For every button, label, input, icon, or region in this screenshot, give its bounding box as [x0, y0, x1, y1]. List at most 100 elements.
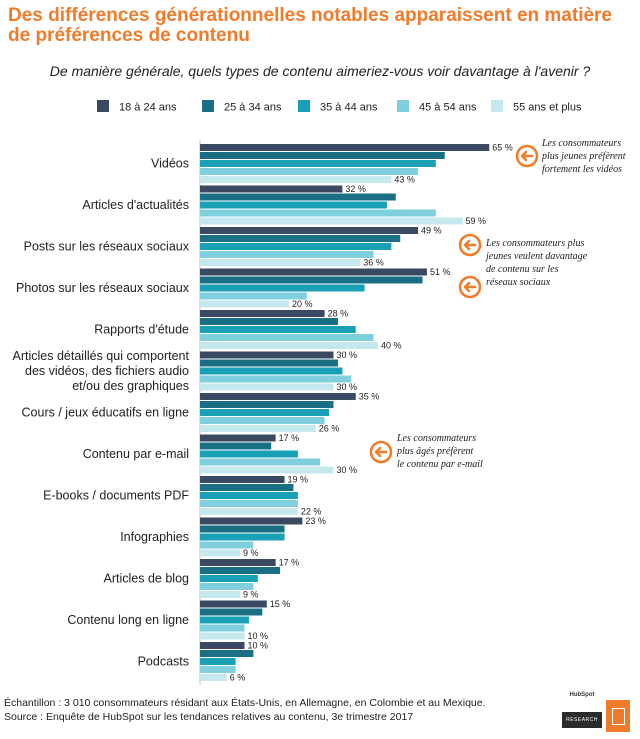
bar — [200, 268, 427, 276]
category-label: Articles d'actualités — [82, 198, 189, 212]
bar — [200, 666, 236, 673]
bar — [200, 624, 245, 632]
bar — [200, 292, 307, 300]
bar — [200, 300, 289, 308]
bar — [200, 227, 419, 234]
bar — [200, 632, 245, 640]
chart-subtitle: De manière générale, quels types de cont… — [49, 63, 591, 79]
value-label: 23 % — [305, 516, 326, 526]
bar — [200, 458, 321, 466]
bar — [200, 383, 334, 391]
value-label: 6 % — [230, 673, 246, 683]
bar — [200, 367, 343, 375]
bar — [200, 409, 330, 416]
bar — [200, 259, 361, 266]
arrow-left-icon-glyph — [463, 281, 477, 293]
bar — [200, 193, 396, 201]
category-label: Photos sur les réseaux sociaux — [16, 281, 190, 295]
value-label: 10 % — [248, 631, 269, 641]
value-label: 65 % — [492, 143, 513, 153]
legend-swatch — [202, 100, 214, 112]
bar — [200, 674, 227, 681]
category-label: Articles détaillés qui comportent des vid… — [13, 349, 190, 393]
category-label: Contenu par e-mail — [83, 447, 189, 461]
category-label: Vidéos — [151, 157, 189, 171]
category-label: Infographies — [120, 530, 189, 544]
bar — [200, 168, 419, 175]
arrow-left-icon-glyph — [520, 150, 534, 162]
value-label: 28 % — [328, 309, 349, 319]
bar — [200, 658, 236, 665]
bar — [200, 500, 298, 507]
hubspot-logo-text: HubSpot — [569, 692, 595, 698]
bar — [200, 608, 263, 616]
annotation-text: Les consommateurs plus âgés préfèrent le c… — [396, 433, 483, 470]
value-label: 20 % — [292, 299, 313, 309]
bar — [200, 284, 365, 292]
bar — [200, 160, 436, 167]
bar — [200, 600, 267, 608]
bar — [200, 642, 245, 649]
bar — [200, 401, 334, 408]
value-label: 17 % — [279, 558, 300, 568]
hubspot-research-logo: HubSpot RESEARCH — [562, 688, 602, 732]
bar — [200, 450, 298, 458]
bar — [200, 616, 249, 624]
category-label: Podcasts — [138, 655, 189, 669]
value-label: 22 % — [301, 507, 322, 517]
legend-swatch — [298, 100, 310, 112]
category-label: Rapports d'étude — [94, 323, 189, 337]
bar — [200, 217, 463, 225]
bar — [200, 549, 241, 557]
bar — [200, 559, 276, 566]
value-label: 15 % — [270, 599, 291, 609]
arrow-left-icon-glyph — [374, 446, 388, 458]
bar — [200, 342, 378, 349]
bar — [200, 351, 334, 359]
value-label: 9 % — [243, 548, 259, 558]
bar — [200, 575, 258, 582]
value-label: 19 % — [288, 475, 309, 485]
bar — [200, 442, 272, 450]
bar — [200, 152, 445, 159]
bar — [200, 567, 281, 574]
value-label: 32 % — [345, 184, 366, 194]
bar — [200, 583, 254, 590]
bar — [200, 318, 338, 325]
bar — [200, 508, 298, 515]
arrow-left-icon-glyph — [463, 239, 477, 251]
value-label: 35 % — [359, 392, 380, 402]
bar — [200, 185, 343, 193]
bar — [200, 476, 285, 483]
bar — [200, 492, 298, 499]
value-label: 30 % — [337, 465, 358, 475]
bar — [200, 144, 490, 151]
bar — [200, 591, 241, 598]
category-label: Articles de blog — [104, 572, 190, 586]
category-label: Cours / jeux éducatifs en ligne — [22, 406, 190, 420]
category-label: Posts sur les réseaux sociaux — [24, 240, 190, 254]
legend-label: 55 ans et plus — [513, 102, 582, 114]
bar — [200, 310, 325, 317]
legend-swatch — [397, 100, 409, 112]
bar — [200, 326, 356, 333]
annotation-text: Les consommateurs plus jeunes veulent dav… — [484, 238, 588, 288]
bar — [200, 201, 387, 209]
source-footnote: Source : Enquête de HubSpot sur les tend… — [4, 711, 414, 723]
bar — [200, 417, 325, 424]
bar-chart: 18 à 24 ans 25 à 34 ans 35 à 44 ans 45 à 54… — [13, 100, 626, 685]
value-label: 51 % — [430, 267, 451, 277]
bar — [200, 466, 334, 474]
value-label: 9 % — [243, 590, 259, 600]
category-label: Contenu long en ligne — [67, 613, 189, 627]
bar — [200, 393, 356, 400]
bar — [200, 243, 392, 250]
bar — [200, 251, 374, 258]
legend-swatch — [491, 100, 503, 112]
bar — [200, 235, 401, 242]
bar — [200, 276, 423, 284]
bar — [200, 359, 338, 367]
bar — [200, 425, 316, 432]
value-label: 17 % — [279, 433, 300, 443]
value-label: 30 % — [337, 350, 358, 360]
